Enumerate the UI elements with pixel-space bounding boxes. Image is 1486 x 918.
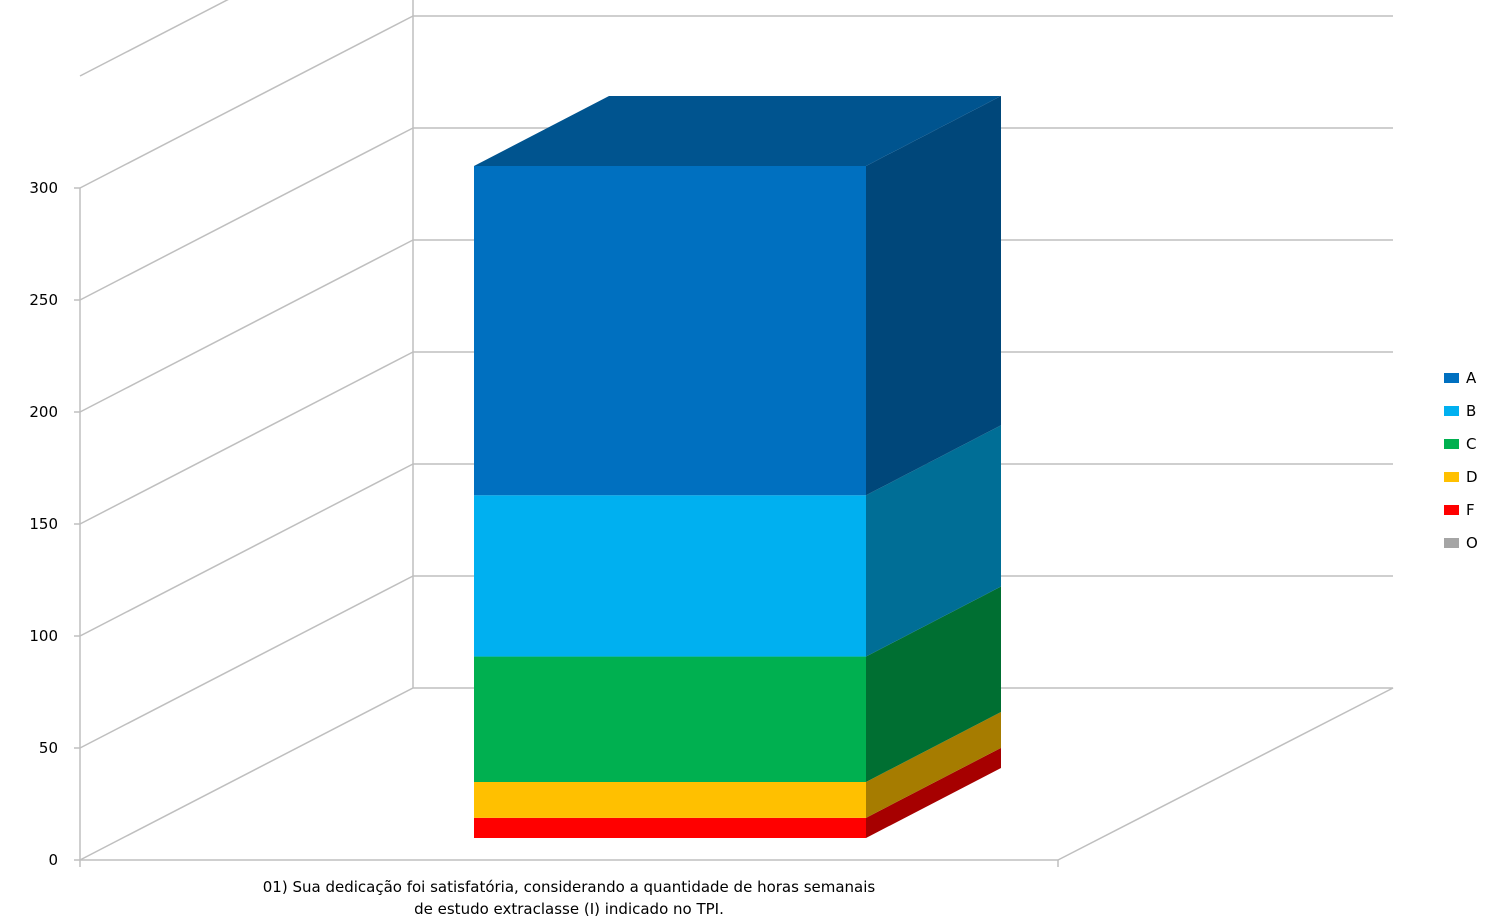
legend-swatch-f [1444,505,1459,515]
bar-segment-a-top [474,96,1001,166]
legend-swatch-o [1444,538,1459,548]
y-tick-label: 0 [48,851,58,869]
category-label-line-2: de estudo extraclasse (I) indicado no TP… [414,900,724,918]
bar-segment-d [474,782,866,818]
bar-segment-c [474,656,866,782]
legend-label-f: F [1466,501,1475,519]
bar-segment-f [474,817,866,838]
bar-segment-c-side [866,586,1001,782]
bar-segment-a [474,166,866,496]
gridline-side [79,575,414,749]
y-tick-label: 300 [29,179,58,197]
bar-segment-f-side [866,747,1001,838]
y-tick-label: 200 [29,403,58,421]
legend-label-o: O [1466,534,1478,552]
y-axis-ticks: 0 50 100 150 200 250 300 [29,179,1059,869]
bar-segment-b-side [866,425,1001,657]
y-tick-label: 250 [29,291,58,309]
gridline-side [79,15,414,189]
legend-swatch-d [1444,472,1459,482]
legend-swatch-c [1444,439,1459,449]
gridline-side [79,127,414,301]
legend-swatch-b [1444,406,1459,416]
gridline-side [79,0,229,77]
bar-segment-b [474,495,866,657]
legend-label-d: D [1466,468,1478,486]
gridline-side [79,239,414,413]
legend-label-b: B [1466,402,1476,420]
gridline-side [79,351,414,525]
y-tick-label: 150 [29,515,58,533]
category-label: 01) Sua dedicação foi satisfatória, cons… [263,878,876,918]
gridline-side [79,463,414,637]
y-tick-label: 100 [29,627,58,645]
category-label-line-1: 01) Sua dedicação foi satisfatória, cons… [263,878,876,896]
bar-segment-d-side [866,712,1001,818]
bar-segment-a-side [866,96,1001,496]
legend-swatch-a [1444,373,1459,383]
y-tick-label: 50 [39,739,58,757]
stacked-bar [474,96,1001,838]
legend-label-c: C [1466,435,1476,453]
legend-label-a: A [1466,369,1477,387]
